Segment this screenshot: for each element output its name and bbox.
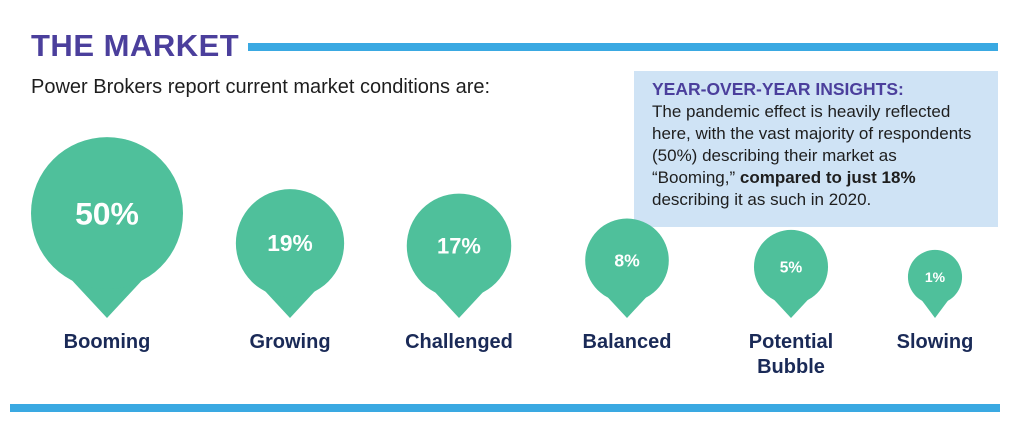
bottom-rule (10, 404, 1000, 412)
title-rule (248, 43, 998, 51)
bubble-2: 19% Growing (235, 189, 345, 353)
bubble-value-label: 50% (75, 195, 139, 231)
bubble-circle (585, 218, 669, 303)
bubble-value-label: 1% (925, 269, 946, 285)
category-label: Potential (749, 331, 833, 353)
category-label: Bubble (757, 356, 825, 378)
page-title: THE MARKET (31, 28, 240, 63)
category-label: Balanced (583, 331, 672, 353)
insight-heading: YEAR-OVER-YEAR INSIGHTS: (652, 79, 904, 99)
bubble-circle (31, 137, 183, 290)
insight-text-bold: compared to just 18% (739, 168, 916, 187)
bubble-value-label: 19% (267, 230, 312, 256)
bubble-1: 50% Booming (31, 137, 183, 353)
bubble-value-label: 8% (614, 250, 640, 270)
bubble-tail (920, 299, 950, 318)
bubble-3: 17% Challenged (405, 193, 513, 353)
insight-text-before: The pandemic effect is heavily reflected… (652, 102, 972, 187)
bubble-6: 1% Slowing (897, 249, 974, 353)
bubble-circle (235, 189, 345, 298)
bubble-5: 5% Potential Bubble (749, 229, 833, 378)
bubble-4: 8% Balanced (583, 218, 672, 353)
category-label: Slowing (897, 331, 974, 353)
bubble-value-label: 5% (780, 259, 803, 276)
chart-subtitle: Power Brokers report current market cond… (31, 76, 491, 98)
bubble-value-label: 17% (437, 234, 481, 259)
bubble-circle (406, 193, 512, 299)
category-label: Booming (64, 331, 151, 353)
insight-text-after: describing it as such in 2020. (652, 190, 872, 209)
bubble-circle (753, 229, 829, 304)
category-label: Challenged (405, 331, 513, 353)
bubble-circle (907, 249, 963, 304)
category-label: Growing (249, 331, 330, 353)
insight-box: YEAR-OVER-YEAR INSIGHTS: The pandemic ef… (634, 71, 998, 227)
